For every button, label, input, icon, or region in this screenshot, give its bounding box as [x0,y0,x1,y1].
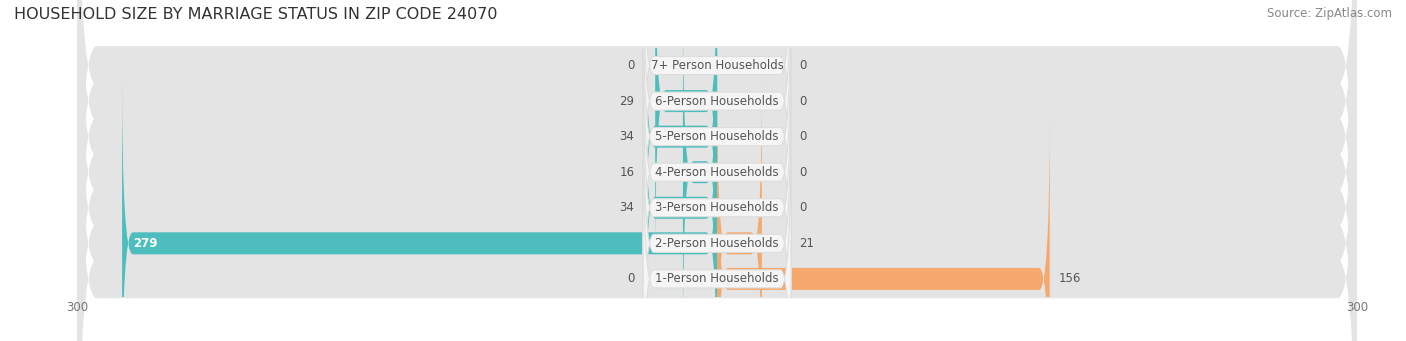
Text: 2-Person Households: 2-Person Households [655,237,779,250]
Text: 29: 29 [620,94,634,107]
FancyBboxPatch shape [77,0,1357,341]
Text: 6-Person Households: 6-Person Households [655,94,779,107]
FancyBboxPatch shape [644,41,717,341]
FancyBboxPatch shape [643,0,792,270]
Text: 34: 34 [620,130,634,143]
Text: 0: 0 [800,201,807,214]
FancyBboxPatch shape [643,0,792,306]
FancyBboxPatch shape [717,112,1050,341]
FancyBboxPatch shape [683,5,717,339]
Text: 16: 16 [620,166,634,179]
FancyBboxPatch shape [717,76,762,341]
Text: 0: 0 [627,272,634,285]
Text: 0: 0 [627,59,634,72]
FancyBboxPatch shape [122,76,717,341]
Text: 0: 0 [800,166,807,179]
FancyBboxPatch shape [643,110,792,341]
Text: 4-Person Households: 4-Person Households [655,166,779,179]
FancyBboxPatch shape [643,0,792,234]
Text: 279: 279 [132,237,157,250]
Text: 0: 0 [800,94,807,107]
FancyBboxPatch shape [77,0,1357,341]
FancyBboxPatch shape [77,0,1357,341]
FancyBboxPatch shape [655,0,717,268]
FancyBboxPatch shape [77,0,1357,341]
Text: HOUSEHOLD SIZE BY MARRIAGE STATUS IN ZIP CODE 24070: HOUSEHOLD SIZE BY MARRIAGE STATUS IN ZIP… [14,7,498,22]
Text: 5-Person Households: 5-Person Households [655,130,779,143]
FancyBboxPatch shape [643,75,792,341]
Text: 7+ Person Households: 7+ Person Households [651,59,783,72]
FancyBboxPatch shape [77,0,1357,341]
Text: 21: 21 [800,237,814,250]
Text: 0: 0 [800,59,807,72]
Text: 3-Person Households: 3-Person Households [655,201,779,214]
FancyBboxPatch shape [643,39,792,341]
Text: 156: 156 [1059,272,1081,285]
Text: 1-Person Households: 1-Person Households [655,272,779,285]
FancyBboxPatch shape [643,3,792,341]
Text: 0: 0 [800,130,807,143]
FancyBboxPatch shape [77,0,1357,341]
Text: 34: 34 [620,201,634,214]
FancyBboxPatch shape [77,0,1357,341]
Text: Source: ZipAtlas.com: Source: ZipAtlas.com [1267,7,1392,20]
FancyBboxPatch shape [644,0,717,303]
